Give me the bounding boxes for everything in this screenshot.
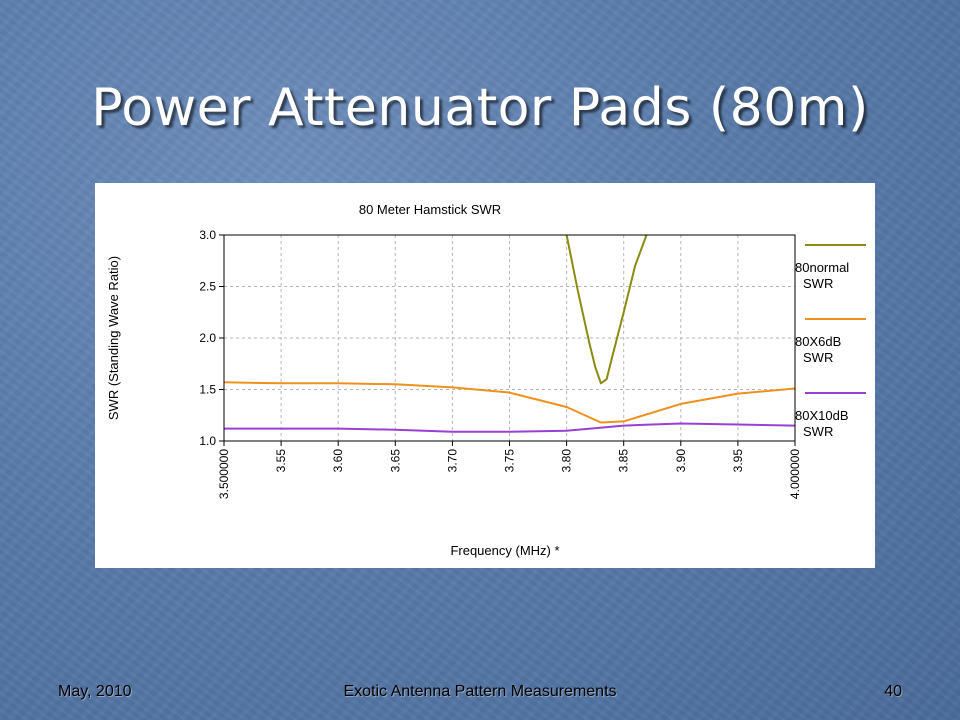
- x-tick-label: 3.60: [331, 449, 345, 473]
- x-axis-ticks: 3.500000 3.55 3.60 3.65 3.70 3.75 3.80 3.85 3.90…: [217, 441, 802, 499]
- chart-panel: 80 Meter Hamstick SWR 1.0 1.5 2.0 2.5 3.0 3.…: [95, 183, 875, 568]
- y-tick-label: 3.0: [199, 228, 216, 242]
- x-axis-label: Frequency (MHz) *: [450, 543, 559, 558]
- x-tick-label: 3.80: [560, 449, 574, 473]
- y-tick-label: 2.0: [199, 331, 216, 345]
- legend-label-unit: SWR: [803, 424, 833, 439]
- x-tick-label: 3.90: [674, 449, 688, 473]
- x-tick-label: 3.65: [388, 449, 402, 473]
- chart-grid: [224, 235, 795, 441]
- legend-label: 80normal: [795, 260, 849, 275]
- y-axis-label: SWR (Standing Wave Ratio): [106, 256, 121, 420]
- footer-presentation-title: Exotic Antenna Pattern Measurements: [343, 683, 617, 700]
- footer-date: May, 2010: [58, 683, 132, 700]
- x-tick-label: 3.55: [274, 449, 288, 473]
- x-tick-label: 3.75: [503, 449, 517, 473]
- x-tick-label: 3.95: [731, 449, 745, 473]
- y-axis-ticks: 1.0 1.5 2.0 2.5 3.0: [199, 228, 224, 448]
- y-tick-label: 1.0: [199, 434, 216, 448]
- x-tick-label: 3.70: [445, 449, 459, 473]
- swr-chart: 80 Meter Hamstick SWR 1.0 1.5 2.0 2.5 3.0 3.…: [106, 202, 866, 558]
- chart-lines: [223, 234, 796, 433]
- series-line: [224, 422, 796, 433]
- x-tick-label: 4.000000: [788, 449, 802, 499]
- series-line: [223, 381, 796, 424]
- chart-title: 80 Meter Hamstick SWR: [359, 202, 501, 217]
- y-tick-label: 1.5: [199, 383, 216, 397]
- legend-label: 80X10dB: [795, 408, 849, 423]
- x-tick-label: 3.85: [617, 449, 631, 473]
- x-tick-label: 3.500000: [217, 449, 231, 499]
- slide-title: Power Attenuator Pads (80m): [91, 78, 869, 138]
- legend-label: 80X6dB: [795, 334, 841, 349]
- footer-page-number: 40: [884, 683, 902, 700]
- legend-label-unit: SWR: [803, 276, 833, 291]
- series-line: [565, 234, 648, 385]
- y-tick-label: 2.5: [199, 280, 216, 294]
- legend-label-unit: SWR: [803, 350, 833, 365]
